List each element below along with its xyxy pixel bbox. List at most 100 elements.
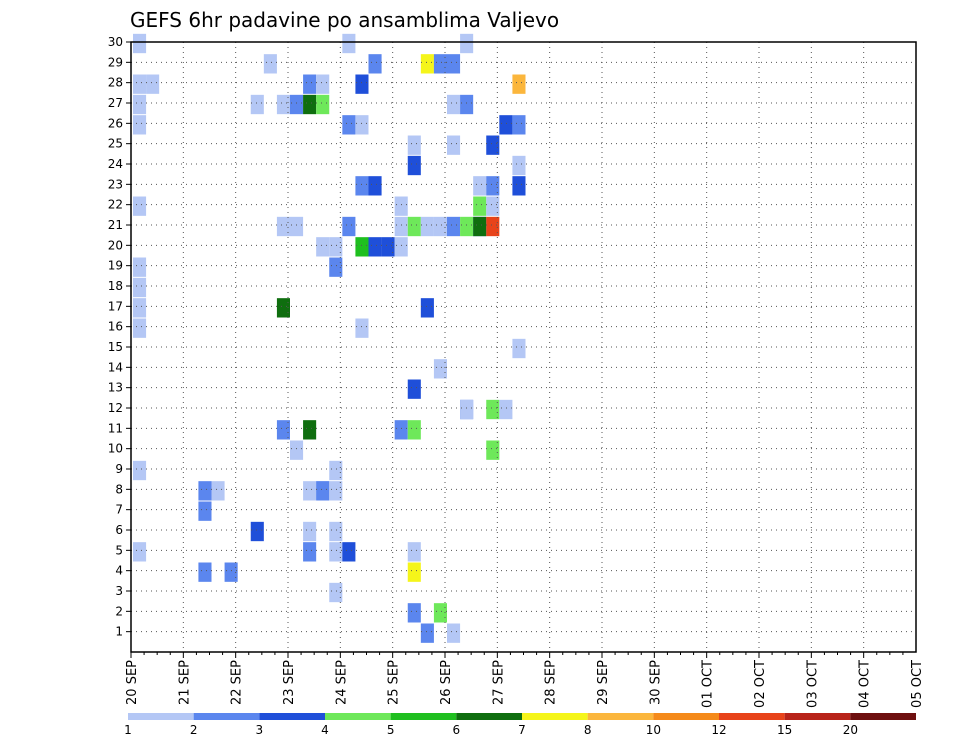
heat-cell <box>133 542 147 562</box>
y-tick-label: 17 <box>108 299 123 313</box>
heat-cell <box>368 54 382 74</box>
x-tick-label: 02 OCT <box>753 660 768 708</box>
heat-cell <box>407 155 421 176</box>
x-tick-label: 04 OCT <box>858 660 873 708</box>
heat-cell <box>329 237 343 257</box>
colorbar-label: 5 <box>387 723 395 737</box>
colorbar-label: 12 <box>711 723 726 737</box>
colorbar-label: 6 <box>453 723 461 737</box>
y-tick-label: 28 <box>108 76 123 90</box>
y-tick-label: 23 <box>108 177 123 191</box>
heat-cell <box>355 318 369 338</box>
heat-cell <box>407 216 421 237</box>
heat-cell <box>407 542 421 562</box>
heat-cell <box>263 54 277 74</box>
x-tick-label: 01 OCT <box>701 660 716 708</box>
heat-cell <box>512 338 526 359</box>
heat-cell <box>342 216 356 237</box>
heat-cell <box>420 216 434 237</box>
heat-cell <box>447 94 461 115</box>
colorbar-segment <box>784 713 851 720</box>
heat-cell <box>447 216 461 237</box>
heat-cell <box>146 74 160 94</box>
heat-cell <box>420 298 434 318</box>
y-tick-label: 25 <box>108 137 123 151</box>
heat-cell <box>407 420 421 440</box>
heat-cell <box>407 562 421 582</box>
colorbar-segment <box>587 713 654 720</box>
y-tick-label: 14 <box>108 360 123 374</box>
heat-cell <box>303 542 317 562</box>
heat-cell <box>473 176 487 196</box>
heat-cell <box>329 481 343 501</box>
heat-cell <box>316 94 330 115</box>
y-tick-label: 20 <box>108 238 123 252</box>
heat-cell <box>303 94 317 115</box>
heat-cell <box>250 521 264 542</box>
colorbar-label: 8 <box>584 723 592 737</box>
colorbar-label: 20 <box>843 723 858 737</box>
heat-cell <box>433 359 447 379</box>
x-tick-label: 24 SEP <box>334 660 349 705</box>
heat-cell <box>250 94 264 115</box>
heat-cell <box>394 216 408 237</box>
colorbar-label: 3 <box>256 723 264 737</box>
colorbar-label: 7 <box>518 723 526 737</box>
heat-cell <box>512 176 526 196</box>
y-tick-label: 1 <box>115 625 123 639</box>
heat-cell <box>407 379 421 399</box>
heat-cell <box>133 115 147 135</box>
heat-cell <box>460 216 474 237</box>
heat-cell <box>486 176 500 196</box>
colorbar-segment <box>719 713 785 720</box>
heat-cell <box>420 623 434 643</box>
heat-cell <box>342 33 356 54</box>
heat-cell <box>329 542 343 562</box>
colorbar-segment <box>522 713 588 720</box>
heat-cell <box>355 74 369 94</box>
heat-cell <box>420 54 434 74</box>
heat-cell <box>198 481 212 501</box>
heat-cell <box>133 298 147 318</box>
y-tick-label: 18 <box>108 279 123 293</box>
heat-cell <box>276 94 290 115</box>
colorbar-label: 2 <box>190 723 198 737</box>
y-tick-label: 8 <box>115 482 123 496</box>
heat-cell <box>355 115 369 135</box>
heat-cell <box>303 420 317 440</box>
heat-cell <box>512 74 526 94</box>
y-tick-label: 7 <box>115 503 123 517</box>
x-tick-label: 21 SEP <box>177 660 192 705</box>
heat-cell <box>394 196 408 216</box>
y-tick-label: 4 <box>115 564 123 578</box>
y-tick-label: 19 <box>108 259 123 273</box>
heat-cell <box>133 196 147 216</box>
heat-cell <box>407 135 421 155</box>
heat-cell <box>473 216 487 237</box>
y-tick-label: 5 <box>115 543 123 557</box>
x-tick-label: 25 SEP <box>387 660 402 705</box>
chart-title: GEFS 6hr padavine po ansamblima Valjevo <box>130 8 559 32</box>
heat-cell <box>433 603 447 623</box>
heat-cell <box>133 318 147 338</box>
heat-cell <box>329 460 343 481</box>
heat-cell <box>460 399 474 420</box>
y-tick-label: 13 <box>108 381 123 395</box>
heat-cell <box>329 521 343 542</box>
y-tick-label: 24 <box>108 157 123 171</box>
x-tick-label: 03 OCT <box>805 660 820 708</box>
y-tick-label: 30 <box>108 35 123 49</box>
heat-cell <box>133 257 147 277</box>
heat-cell <box>499 115 513 135</box>
heat-cell <box>303 521 317 542</box>
heat-cell <box>133 33 147 54</box>
heat-cell <box>303 74 317 94</box>
heat-cell <box>447 623 461 643</box>
colorbar-segment <box>128 713 194 720</box>
y-tick-label: 27 <box>108 96 123 110</box>
colorbar-label: 15 <box>777 723 792 737</box>
heat-cell <box>211 481 225 501</box>
x-tick-label: 05 OCT <box>910 660 925 708</box>
heat-cell <box>486 440 500 460</box>
